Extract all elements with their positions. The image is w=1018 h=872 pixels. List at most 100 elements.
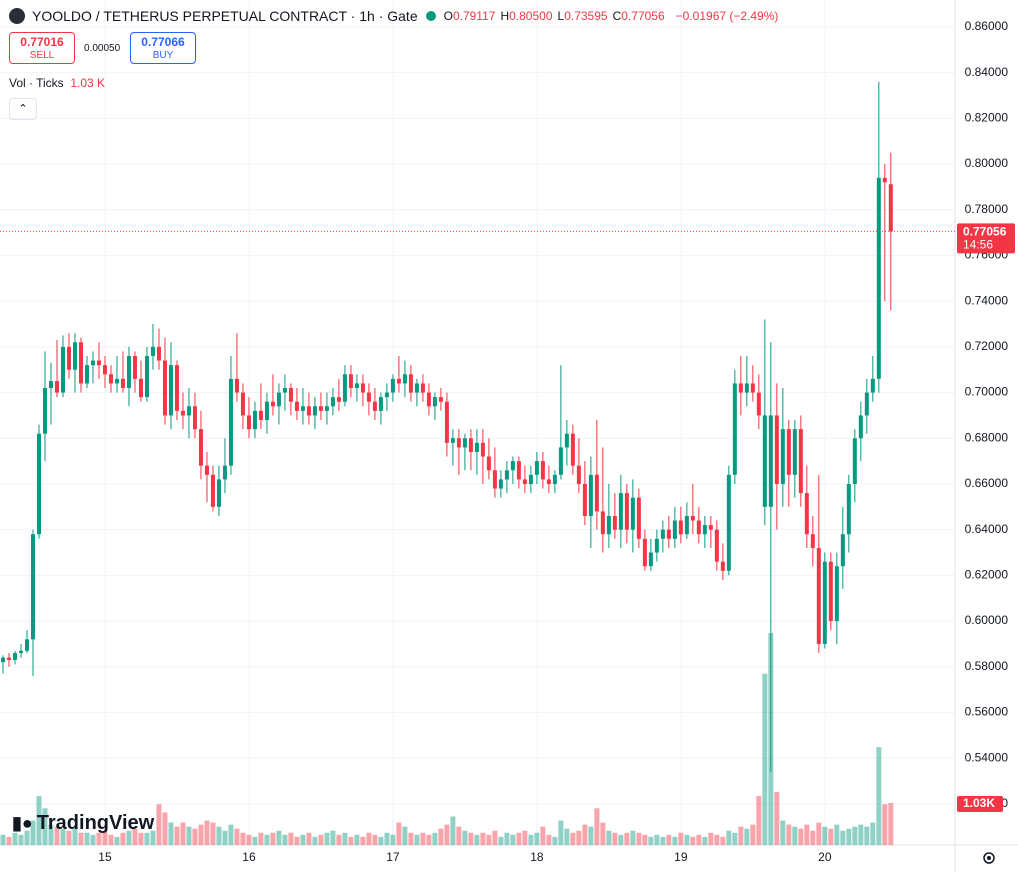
candle-body (102, 365, 107, 375)
volume-bar (240, 832, 246, 845)
candle-body (528, 474, 533, 484)
volume-bar (210, 822, 216, 845)
candle-body (864, 392, 869, 416)
volume-bar (186, 826, 192, 845)
collapse-button[interactable]: ⌃ (9, 98, 37, 120)
candle-body (840, 534, 845, 567)
candle-body (78, 342, 83, 384)
y-tick-label: 0.72000 (965, 339, 1009, 353)
candle-body (576, 465, 581, 484)
volume-bar (786, 824, 792, 845)
candle-body (858, 415, 863, 439)
candle-body (234, 378, 239, 393)
candle-body (558, 447, 563, 475)
candle-body (486, 456, 491, 471)
volume-bar (324, 832, 330, 845)
volume-bar (60, 828, 66, 845)
candle-body (66, 346, 71, 370)
volume-bar (270, 832, 276, 845)
candle-body (360, 383, 365, 393)
logo-text: TradingView (36, 812, 155, 834)
volume-bar (798, 828, 804, 845)
candle-body (204, 465, 209, 475)
x-tick-label: 16 (242, 850, 256, 864)
volume-bar (666, 834, 672, 845)
volume-bar (348, 836, 354, 845)
candle-body (534, 461, 539, 475)
candle-body (594, 474, 599, 512)
candle-body (408, 374, 413, 393)
sell-button[interactable]: 0.77016 SELL (9, 32, 75, 64)
candle-body (756, 392, 761, 416)
candle-body (36, 433, 41, 535)
volume-bar (408, 832, 414, 845)
candle-body (330, 397, 335, 407)
candle-body (882, 177, 887, 183)
volume-bar (816, 822, 822, 845)
candle-body (54, 381, 59, 393)
candle-body (384, 392, 389, 398)
volume-bar (804, 824, 810, 845)
volume-bar (636, 832, 642, 845)
candle-body (174, 365, 179, 411)
candle-body (804, 493, 809, 535)
candle-body (522, 479, 527, 484)
volume-bar (330, 830, 336, 845)
volume-bar (30, 820, 36, 845)
candle-body (822, 561, 827, 644)
volume-bar (774, 792, 780, 845)
volume-bar (78, 832, 84, 845)
volume-bar (48, 824, 54, 845)
candle-body (294, 401, 299, 411)
status-dot (425, 11, 436, 21)
settings-icon[interactable] (979, 848, 999, 868)
volume-bar (174, 826, 180, 845)
candle-body (426, 392, 431, 407)
volume-bar (552, 836, 558, 845)
candle-body (12, 653, 17, 660)
candle-body (336, 397, 341, 402)
candle-body (540, 461, 545, 480)
candle-body (114, 378, 119, 384)
volume-bar (384, 832, 390, 845)
volume-bar (360, 836, 366, 845)
volume-bar (420, 832, 426, 845)
candle-body (444, 401, 449, 443)
candle-body (498, 479, 503, 489)
candle-body (510, 461, 515, 471)
volume-bar (882, 804, 888, 845)
candle-body (252, 410, 257, 430)
volume-bar (18, 834, 24, 845)
candle-body (162, 360, 167, 416)
volume-bar (606, 830, 612, 845)
candle-body (48, 381, 53, 388)
volume-bar (588, 826, 594, 845)
logo: ▮● TradingView (12, 812, 154, 835)
volume-bar (750, 824, 756, 845)
candle-body (726, 474, 731, 571)
candle-body (780, 429, 785, 484)
candle-body (786, 429, 791, 475)
candle-body (138, 378, 143, 398)
volume-legend: Vol · Ticks 1.03 K (9, 76, 105, 90)
volume-bar (120, 832, 126, 845)
volume-bar (102, 830, 108, 845)
candle-body (612, 515, 617, 530)
volume-bar (504, 832, 510, 845)
volume-bar (822, 826, 828, 845)
volume-value: 1.03 K (70, 76, 106, 90)
volume-bar (66, 830, 72, 845)
candle-body (492, 470, 497, 489)
candle-body (762, 415, 767, 507)
candle-body (732, 383, 737, 475)
candle-body (450, 438, 455, 443)
candle-body (372, 401, 377, 411)
candle-body (714, 529, 719, 562)
candle-body (198, 429, 203, 466)
candle-body (480, 442, 485, 457)
buy-button[interactable]: 0.77066 BUY (130, 32, 196, 64)
volume-bar (696, 834, 702, 845)
candle-body (192, 406, 197, 430)
logo-mark: ▮● (12, 813, 33, 833)
candle-body (660, 529, 665, 539)
